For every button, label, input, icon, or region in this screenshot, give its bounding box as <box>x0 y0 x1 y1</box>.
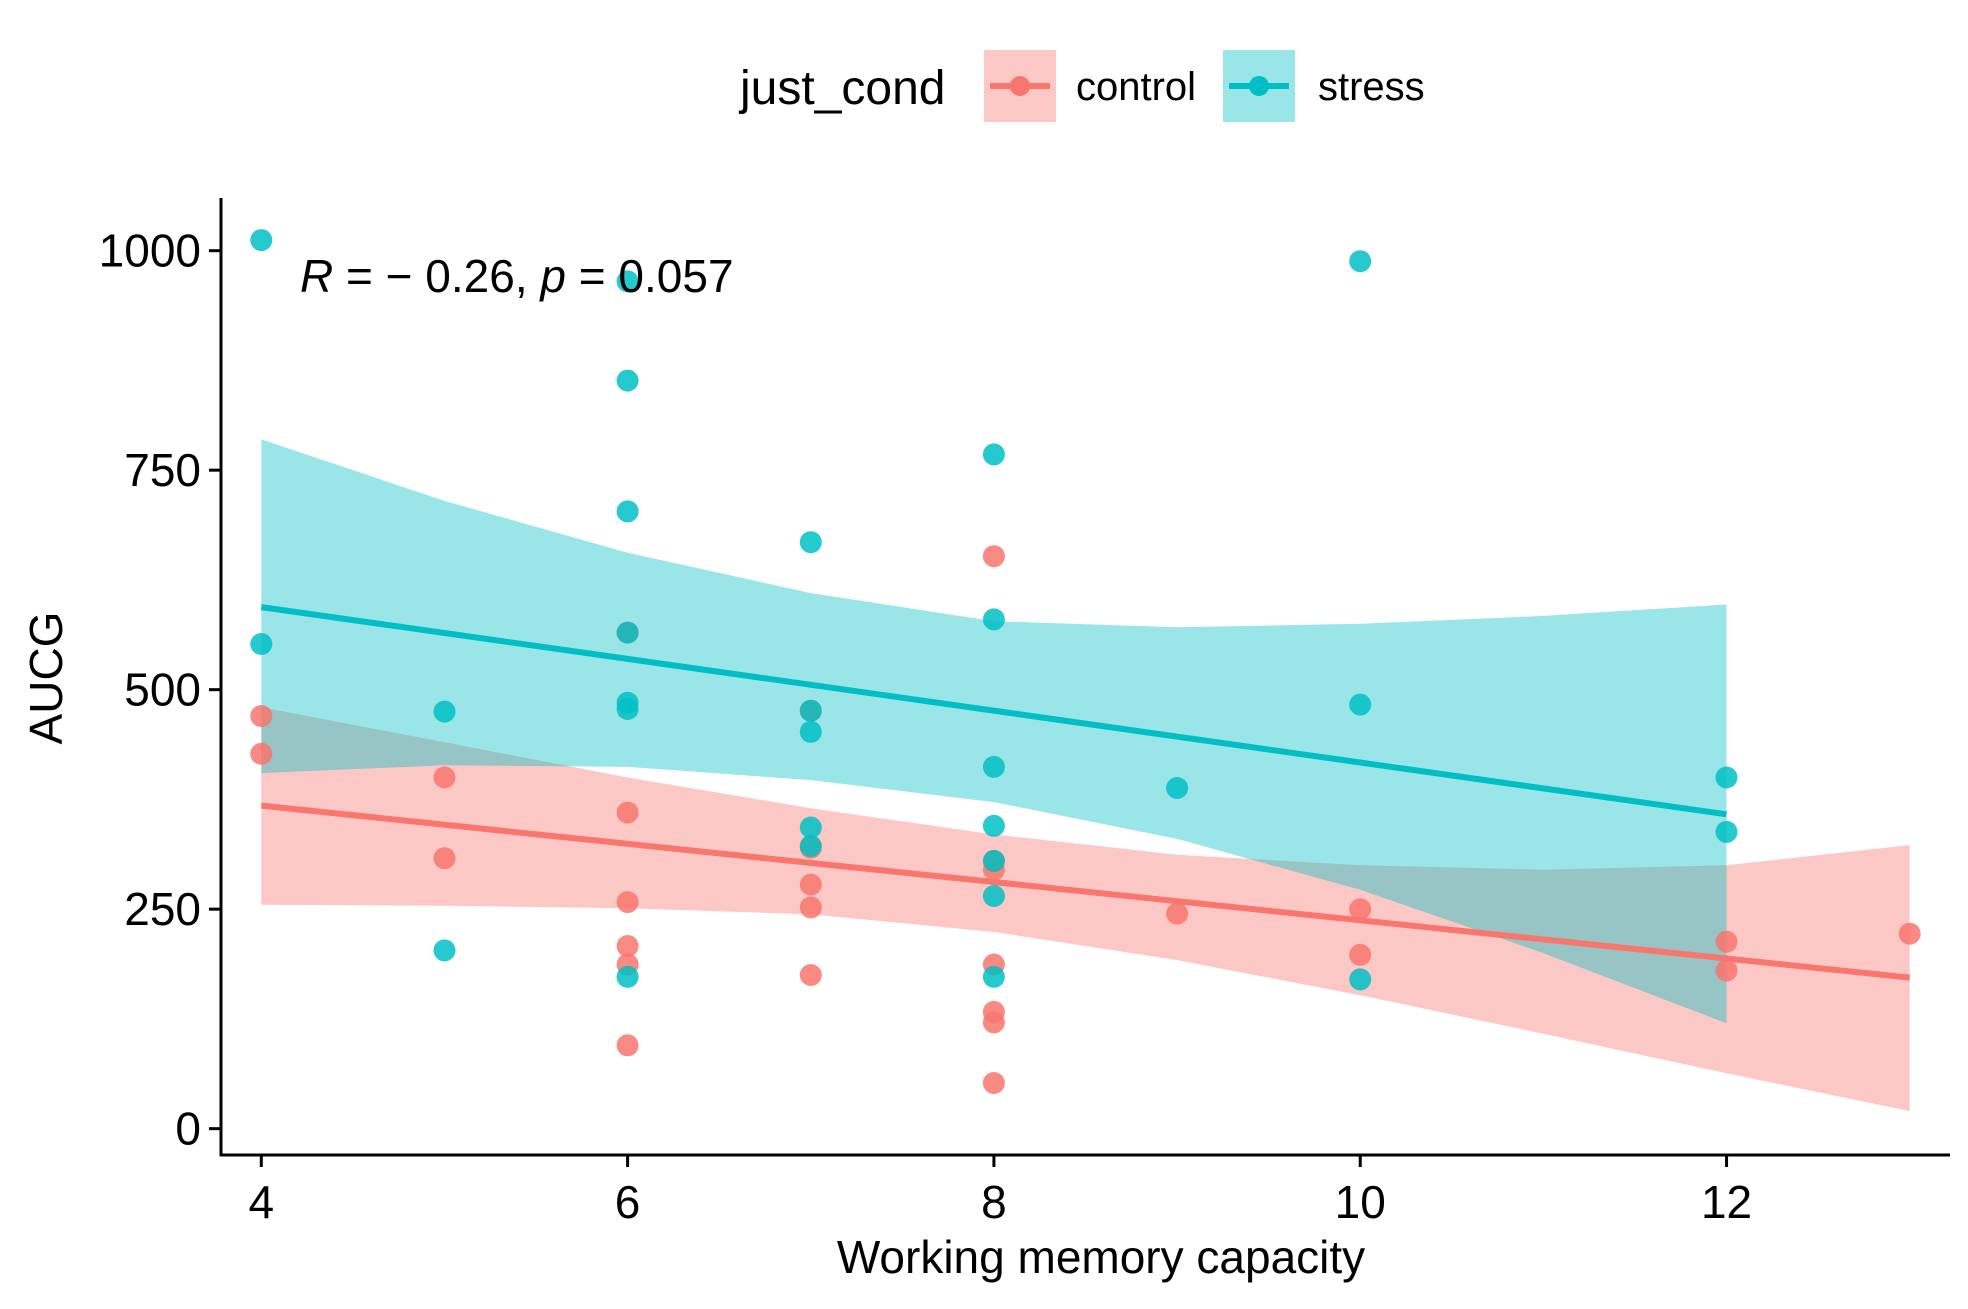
legend: just_cond control stress <box>738 50 1425 122</box>
y-axis-title: AUCG <box>20 612 72 745</box>
correlation-annotation: R = − 0.26, p = 0.057 <box>300 250 734 302</box>
data-point-control <box>982 1011 1005 1034</box>
data-point-control <box>1349 898 1372 921</box>
data-point-control <box>799 896 822 919</box>
data-point-control <box>982 545 1005 568</box>
data-point-stress <box>433 700 456 723</box>
data-point-control <box>982 1072 1005 1094</box>
data-point-control <box>433 766 456 789</box>
y-tick-label-500: 500 <box>124 664 201 716</box>
data-point-stress <box>799 720 822 743</box>
y-tick-label-750: 750 <box>124 444 201 496</box>
data-point-stress <box>616 621 639 644</box>
legend-item-stress: stress <box>1223 50 1425 122</box>
legend-label-stress: stress <box>1318 65 1425 109</box>
data-point-control <box>250 742 273 765</box>
x-tick-label-12: 12 <box>1701 1176 1752 1228</box>
data-point-control <box>799 873 822 896</box>
x-tick-label-8: 8 <box>981 1176 1007 1228</box>
annotation-r-value: = − 0.26, <box>333 250 540 302</box>
data-point-stress <box>799 531 822 554</box>
data-point-stress <box>250 633 273 655</box>
annotation-r-symbol: R <box>300 250 333 302</box>
annotation-p-value: = 0.057 <box>566 250 734 302</box>
data-point-control <box>616 891 639 914</box>
data-point-stress <box>799 835 822 857</box>
data-point-stress <box>616 698 639 720</box>
data-point-stress <box>799 816 822 839</box>
data-point-control <box>799 964 822 986</box>
x-tick-label-6: 6 <box>615 1176 641 1228</box>
plot-area <box>250 229 1921 1112</box>
data-point-control <box>1898 922 1921 945</box>
y-tick-label-1000: 1000 <box>99 225 201 277</box>
ci-band-stress <box>261 439 1727 1024</box>
regression-line-stress <box>260 604 1727 818</box>
data-point-stress <box>1715 766 1738 789</box>
ci-band-control <box>261 707 1910 1112</box>
x-tick-label-10: 10 <box>1335 1176 1386 1228</box>
legend-item-control: control <box>984 50 1196 122</box>
data-point-stress <box>1349 693 1372 716</box>
data-point-control <box>1715 959 1738 982</box>
legend-key-point-control <box>1010 76 1030 96</box>
data-point-stress <box>982 755 1005 778</box>
data-point-control <box>250 705 273 727</box>
data-point-control <box>433 847 456 870</box>
regression-line-control <box>260 802 1911 981</box>
x-axis-title: Working memory capacity <box>837 1231 1365 1283</box>
y-tick-label-0: 0 <box>175 1103 201 1155</box>
data-point-stress <box>799 699 822 722</box>
data-point-stress <box>1166 777 1189 799</box>
data-point-stress <box>1349 250 1372 273</box>
axis-ticks: 4 6 8 10 12 0 250 500 750 1000 <box>99 225 1752 1228</box>
data-point-stress <box>982 849 1005 872</box>
annotation-p-symbol: p <box>538 250 566 302</box>
data-point-stress <box>1715 820 1738 843</box>
data-point-stress <box>1349 968 1372 991</box>
legend-key-point-stress <box>1249 76 1269 96</box>
data-point-control <box>616 935 639 957</box>
data-point-stress <box>982 443 1005 466</box>
data-point-stress <box>616 500 639 523</box>
data-point-stress <box>433 939 456 962</box>
data-point-control <box>616 1034 639 1057</box>
data-point-control <box>616 801 639 824</box>
data-point-control <box>1166 902 1189 925</box>
data-point-stress <box>982 885 1005 907</box>
data-point-control <box>1349 943 1372 966</box>
legend-label-control: control <box>1076 65 1196 109</box>
x-tick-label-4: 4 <box>248 1176 274 1228</box>
data-point-stress <box>616 270 639 293</box>
data-point-stress <box>616 369 639 392</box>
data-point-stress <box>982 965 1005 988</box>
data-point-stress <box>982 608 1005 631</box>
data-point-stress <box>982 814 1005 837</box>
data-point-stress <box>616 965 639 988</box>
y-tick-label-250: 250 <box>124 883 201 935</box>
data-point-stress <box>250 229 273 252</box>
data-point-control <box>1715 930 1738 953</box>
legend-title: just_cond <box>738 62 945 115</box>
